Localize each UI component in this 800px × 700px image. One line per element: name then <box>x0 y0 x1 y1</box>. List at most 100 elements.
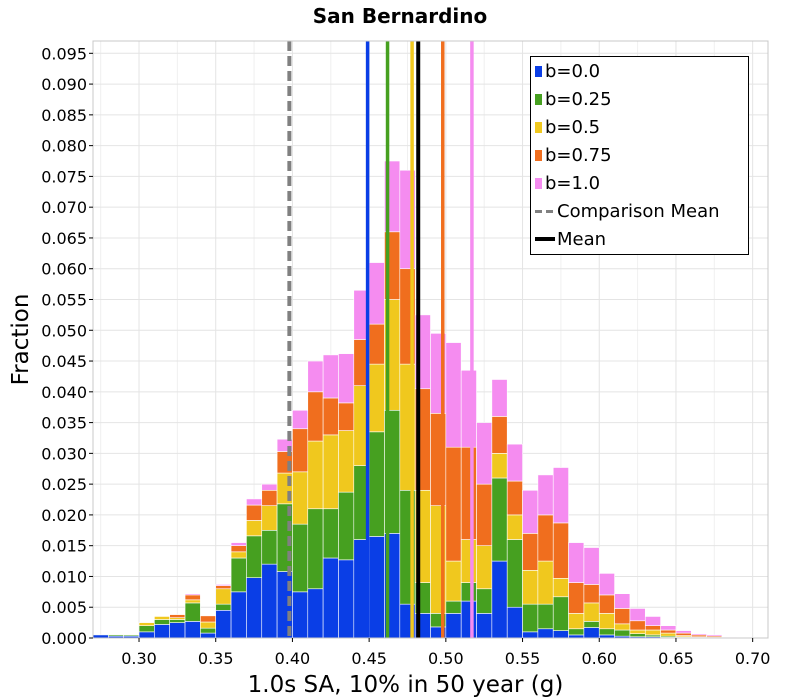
bar-b10-bin-24 <box>460 369 477 448</box>
bar-b075-bin-10 <box>246 504 263 521</box>
x-tick-label: 0.30 <box>121 649 157 668</box>
bar-b075-bin-15 <box>322 397 339 436</box>
y-tick-label: 0.030 <box>41 444 87 463</box>
bar-b10-bin-31 <box>568 542 585 583</box>
bar-b00-bin-26 <box>491 560 508 639</box>
bar-b025-bin-24 <box>460 582 477 602</box>
chart-title: San Bernardino <box>312 4 488 28</box>
bar-b00-bin-28 <box>522 631 539 639</box>
bar-b05-bin-9 <box>230 551 247 559</box>
legend-swatch-b0 <box>535 65 542 77</box>
x-tick-label: 0.60 <box>581 649 617 668</box>
bar-b075-bin-14 <box>307 391 324 442</box>
y-tick-label: 0.000 <box>41 629 87 648</box>
x-tick-label: 0.55 <box>505 649 541 668</box>
bar-b05-bin-34 <box>614 623 631 631</box>
legend-swatch-b1 <box>535 177 542 189</box>
bar-b10-bin-33 <box>598 573 615 596</box>
bar-b025-bin-11 <box>261 529 278 565</box>
bar-b00-bin-6 <box>184 621 201 639</box>
y-tick-label: 0.010 <box>41 567 87 586</box>
bar-b075-bin-36 <box>644 625 661 631</box>
bar-b05-bin-32 <box>583 602 600 622</box>
bar-b00-bin-23 <box>445 613 462 639</box>
bar-b025-bin-8 <box>215 603 232 611</box>
bar-b00-bin-24 <box>460 600 477 639</box>
bar-b025-bin-27 <box>506 539 523 608</box>
mean-lines <box>287 41 474 638</box>
bar-b10-bin-32 <box>583 547 600 585</box>
y-tick-label: 0.080 <box>41 137 87 156</box>
bar-b075-bin-37 <box>660 629 677 634</box>
bar-b05-bin-4 <box>154 616 171 620</box>
y-tick-label: 0.035 <box>41 414 87 433</box>
bar-b025-bin-26 <box>491 477 508 562</box>
bar-b10-bin-14 <box>307 360 324 393</box>
bar-b05-bin-33 <box>598 613 615 630</box>
bar-b10-bin-6 <box>184 593 201 596</box>
legend-swatch-b025 <box>535 93 542 105</box>
x-tick-label: 0.35 <box>198 649 234 668</box>
bar-b00-bin-7 <box>200 632 217 639</box>
bar-b075-bin-32 <box>583 584 600 604</box>
bar-b025-bin-1 <box>108 634 124 637</box>
bar-b10-bin-26 <box>491 379 508 417</box>
legend-item-b0: b=0.0 <box>535 58 600 84</box>
bar-b05-bin-16 <box>338 430 355 493</box>
bar-b025-bin-31 <box>568 628 585 636</box>
bar-b00-bin-8 <box>215 610 232 639</box>
bar-b075-bin-31 <box>568 582 585 614</box>
bar-b10-bin-25 <box>476 422 493 485</box>
bar-b075-bin-38 <box>675 632 692 636</box>
legend: b=0.0 b=0.25 b=0.5 b=0.75 b=1.0 Comparis… <box>530 56 749 255</box>
x-tick-label: 0.70 <box>735 649 771 668</box>
bar-b00-bin-14 <box>307 588 324 639</box>
bar-b075-bin-27 <box>506 480 523 516</box>
legend-line-icon <box>535 237 555 241</box>
y-tick-label: 0.095 <box>41 44 87 63</box>
bar-b00-bin-9 <box>230 591 247 639</box>
legend-label-b025: b=0.25 <box>545 88 612 110</box>
y-tick-label: 0.020 <box>41 506 87 525</box>
bar-b05-bin-25 <box>476 545 493 590</box>
bar-b025-bin-28 <box>522 603 539 633</box>
bar-b075-bin-16 <box>338 402 355 431</box>
bar-b10-bin-34 <box>614 593 631 609</box>
bar-b025-bin-7 <box>200 627 217 634</box>
bar-b075-bin-6 <box>184 594 201 601</box>
bar-b10-bin-23 <box>445 342 462 448</box>
y-tick-label: 0.065 <box>41 229 87 248</box>
bar-b00-bin-3 <box>138 631 155 639</box>
bar-b025-bin-9 <box>230 557 247 593</box>
y-tick-label: 0.005 <box>41 598 87 617</box>
bar-b05-bin-29 <box>537 560 554 605</box>
x-axis-label: 1.0s SA, 10% in 50 year (g) <box>248 672 564 698</box>
bar-b00-bin-5 <box>169 622 186 639</box>
bar-b025-bin-5 <box>169 619 186 623</box>
bar-b00-bin-27 <box>506 606 523 639</box>
bar-b025-bin-14 <box>307 508 324 590</box>
bar-b05-bin-36 <box>644 629 661 636</box>
bar-b075-bin-8 <box>215 585 232 590</box>
bar-b00-bin-30 <box>552 630 569 639</box>
bar-b05-bin-24 <box>460 539 477 583</box>
y-tick-label: 0.040 <box>41 383 87 402</box>
y-tick-label: 0.090 <box>41 75 87 94</box>
bar-b10-bin-16 <box>338 353 355 404</box>
axes <box>89 40 769 642</box>
bar-b10-bin-37 <box>660 625 677 631</box>
bar-b05-bin-35 <box>629 629 646 634</box>
legend-item-mean: Mean <box>535 226 606 252</box>
bar-b075-bin-9 <box>230 545 247 553</box>
bar-b05-bin-31 <box>568 613 585 630</box>
bar-b025-bin-6 <box>184 602 201 622</box>
bar-b075-bin-30 <box>552 522 569 579</box>
bar-b075-bin-5 <box>169 614 186 618</box>
bar-b05-bin-7 <box>200 621 217 629</box>
bar-b05-bin-10 <box>246 520 263 537</box>
bar-b025-bin-35 <box>629 633 646 638</box>
bar-b025-bin-32 <box>583 621 600 628</box>
bar-b05-bin-28 <box>522 569 539 605</box>
y-tick-label: 0.085 <box>41 106 87 125</box>
bar-b025-bin-3 <box>138 625 155 633</box>
